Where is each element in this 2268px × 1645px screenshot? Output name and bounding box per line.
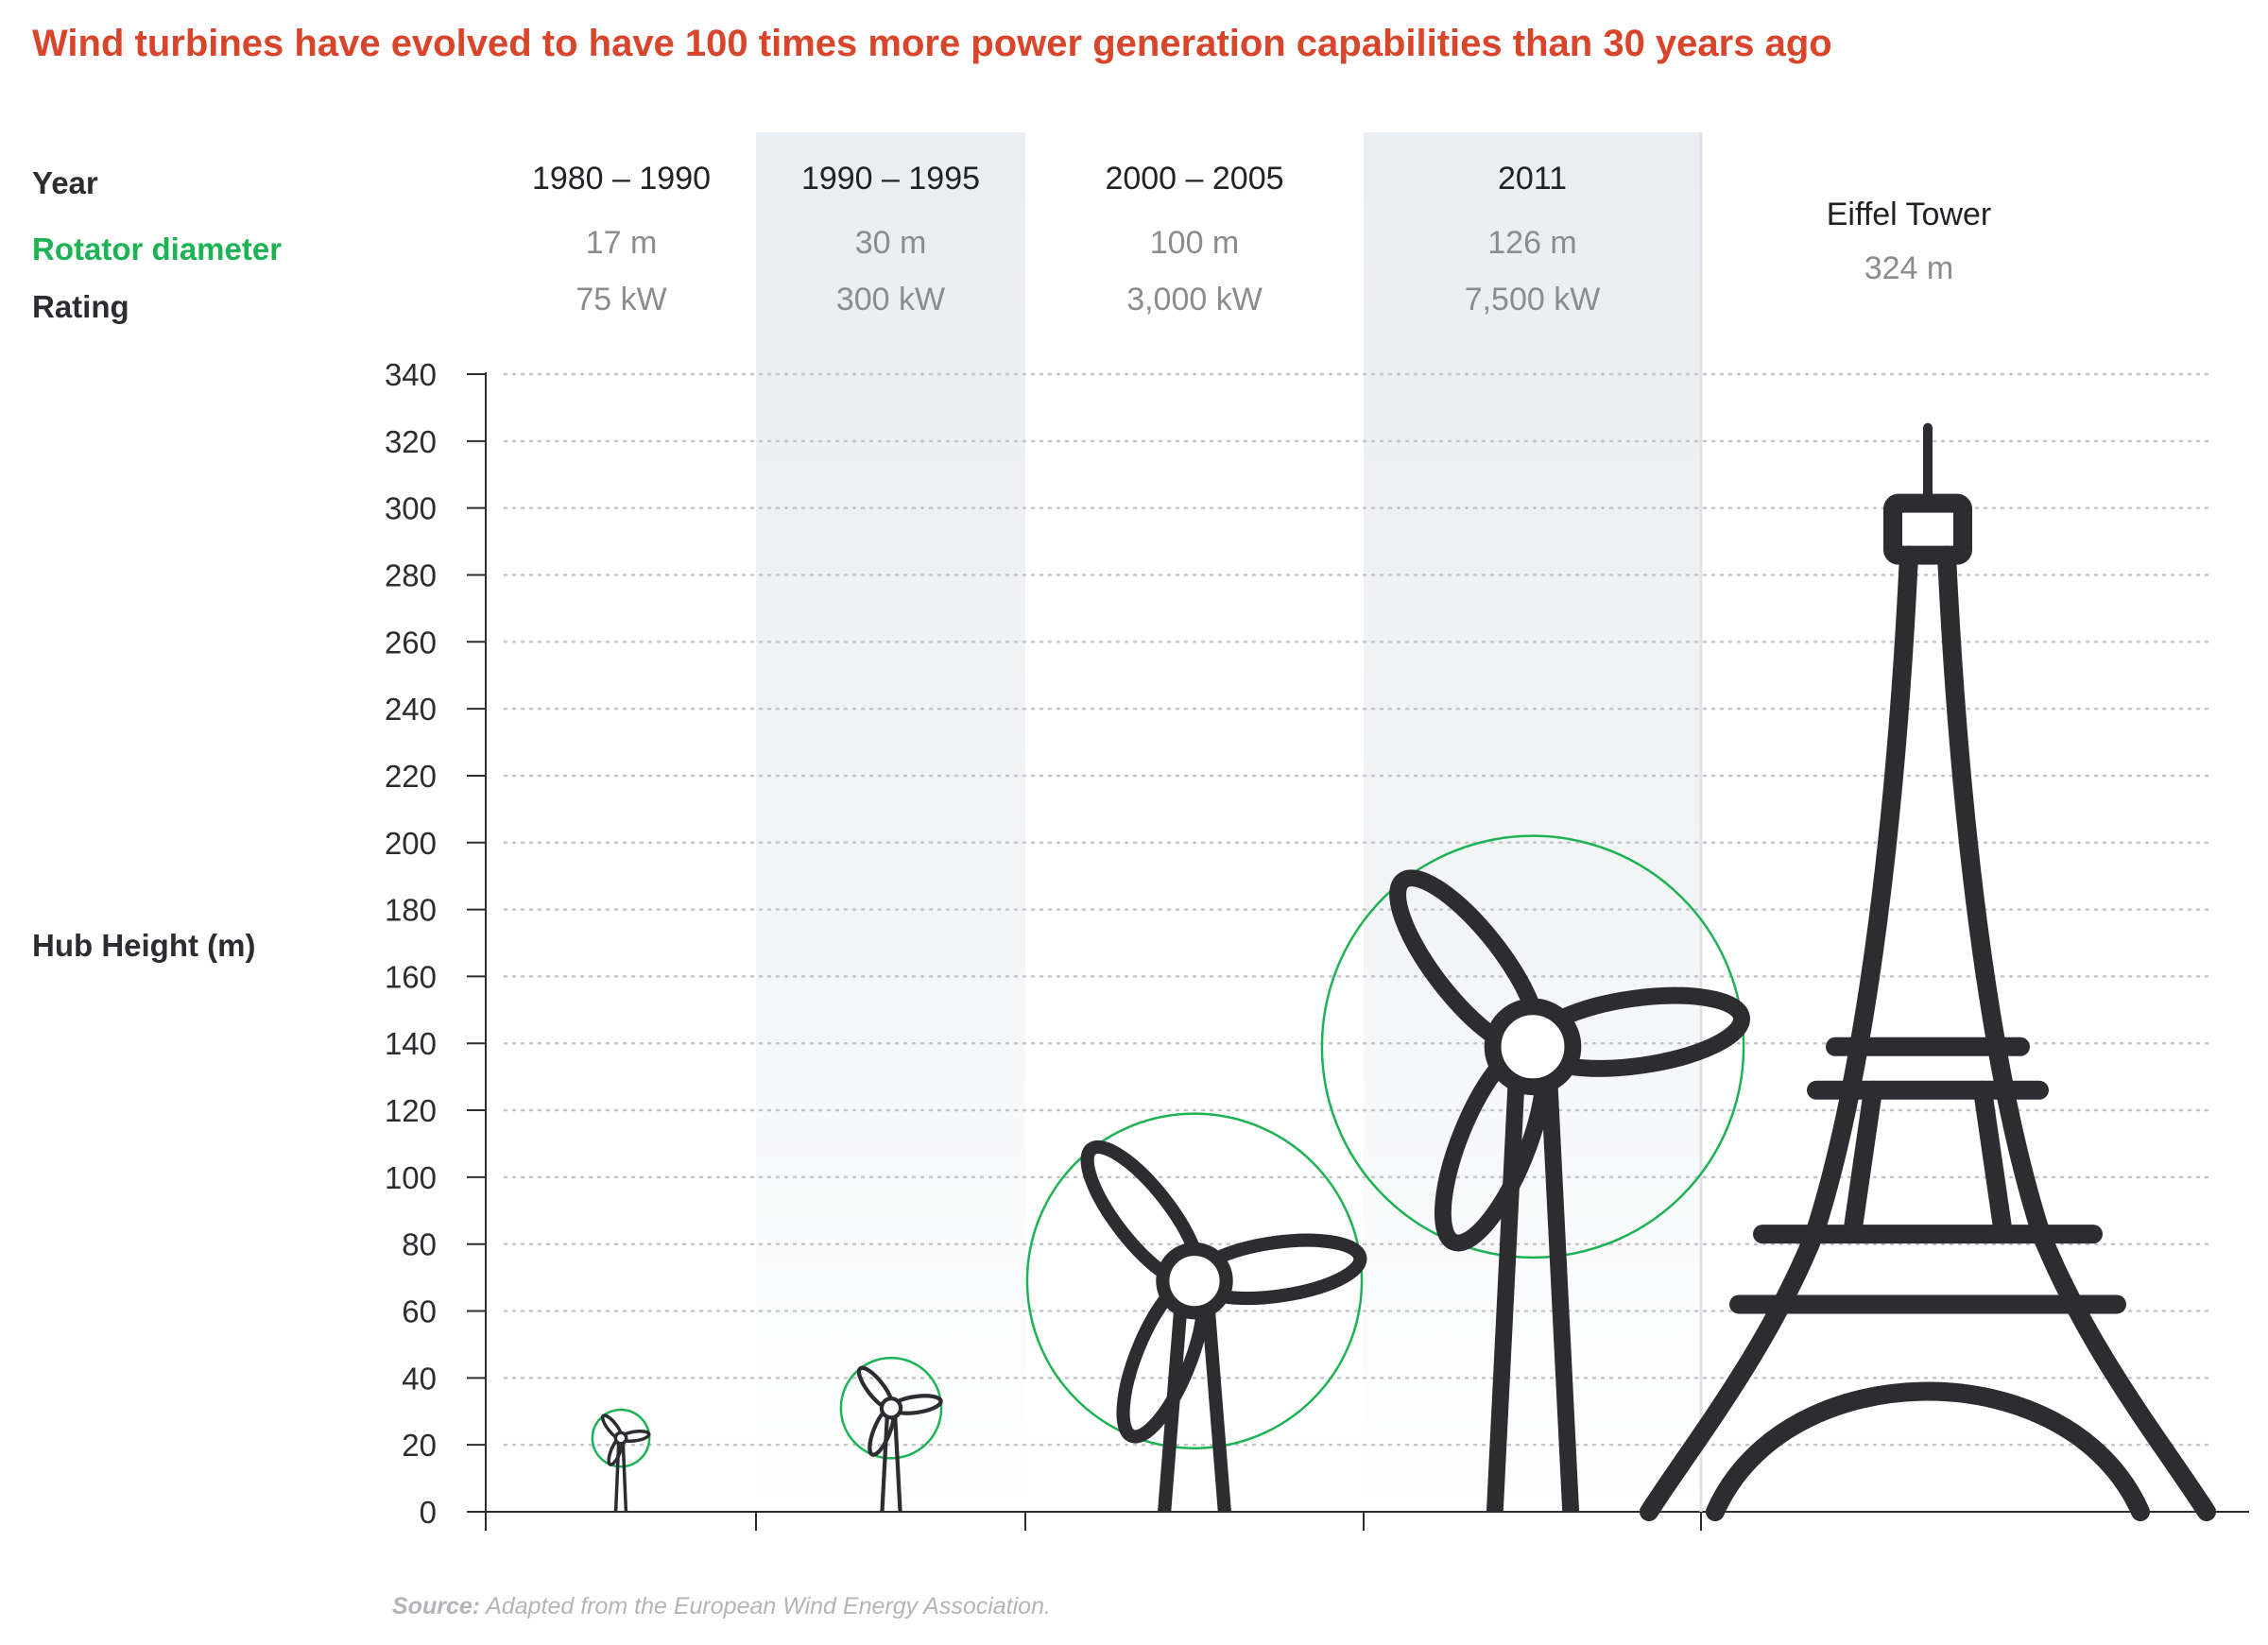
y-tick-label: 20 [402,1428,437,1463]
y-tick-label: 300 [385,491,437,526]
y-tick-label: 180 [385,893,437,928]
column-header-2011: 2011 126 m 7,500 kW [1364,161,1701,318]
year-label: 1990 – 1995 [800,161,981,197]
column-header-1980-1990: 1980 – 1990 17 m 75 kW [491,161,751,318]
column-band-1990-1995 [756,132,1025,1512]
y-tick-label: 160 [385,959,437,994]
wind-turbine-icon [1025,1112,1367,1513]
tower-top-box [1883,493,1972,565]
rating-value: 300 kW [835,282,946,317]
year-row-label: Year [32,165,98,200]
rotator-row-label: Rotator diameter [32,231,283,266]
turbine-tower [880,1408,890,1513]
turbine-tower [621,1438,628,1513]
rating-value: 3,000 kW [1126,282,1263,317]
tower-right-leg [1937,545,2216,1521]
rating-value: 75 kW [576,282,667,317]
source-text: Adapted from the European Wind Energy As… [486,1593,1051,1619]
wind-turbine-icon [839,1356,943,1513]
turbine-tower [613,1438,621,1513]
wind-turbine-icon [1320,834,1750,1513]
y-tick-label: 340 [385,357,437,392]
y-tick-label: 40 [402,1361,437,1396]
rotor-circle [1320,834,1745,1259]
y-tick-label: 320 [385,424,437,459]
source-label: Source: [392,1593,481,1619]
source-note: Source: Adapted from the European Wind E… [392,1593,1051,1620]
rating-value: 7,500 kW [1464,282,1601,317]
y-tick-label: 240 [385,692,437,727]
rotator-diameter-value: 100 m [1149,225,1240,261]
tower-left-leg [1640,545,1918,1521]
y-tick-label: 100 [385,1160,437,1195]
rotator-diameter-value: 126 m [1487,225,1577,261]
rating-row-label: Rating [32,289,129,324]
y-tick-label: 280 [385,557,437,592]
rotor-circle [591,1408,651,1468]
year-label: 2011 [1497,161,1568,197]
tower-inner-strut [1973,1080,2013,1244]
rotator-diameter-value: 30 m [854,225,927,261]
y-tick-label: 120 [385,1093,437,1128]
y-tick-label: 0 [420,1495,437,1530]
rotor-circle [1025,1112,1364,1449]
turbine-hub [1156,1242,1233,1320]
chart-title: Wind turbines have evolved to have 100 t… [32,23,1832,64]
eiffel-tower-icon [1640,422,2216,1521]
column-header-eiffel-tower: Eiffel Tower 324 m [1701,197,2117,287]
y-tick-label: 60 [402,1294,437,1329]
turbine-tower [1538,1046,1580,1513]
turbine-hub [613,1431,628,1446]
eiffel-tower-label: Eiffel Tower [1826,197,1992,232]
column-band-2011 [1364,132,1701,1512]
chart-marks [591,422,2216,1521]
y-tick-label: 80 [402,1227,437,1262]
turbine-tower [892,1408,902,1513]
eiffel-tower-height: 324 m [1864,250,1954,286]
turbine-tower [1199,1280,1231,1513]
y-axis-label: Hub Height (m) [32,928,256,963]
year-label: 2000 – 2005 [1105,161,1284,197]
rotator-diameter-value: 17 m [585,225,658,261]
tower-inner-strut [1843,1080,1882,1244]
year-label: 1980 – 1990 [531,161,712,197]
column-header-1990-1995: 1990 – 1995 30 m 300 kW [756,161,1025,318]
wind-turbine-icon [591,1408,651,1513]
tower-base-arch [1706,1381,2150,1521]
y-axis: 0 20 40 60 80 100 120 140 160 180 200 220 240 260 280 3… [385,132,2249,1531]
y-tick-label: 140 [385,1026,437,1061]
turbine-tower [1486,1046,1527,1513]
turbine-hub [1484,998,1582,1096]
y-tick-label: 200 [385,826,437,861]
y-tick-label: 260 [385,625,437,660]
y-tick-label: 220 [385,759,437,794]
turbine-hub [879,1397,903,1420]
rotor-circle [839,1356,943,1460]
column-header-2000-2005: 2000 – 2005 100 m 3,000 kW [1025,161,1364,318]
